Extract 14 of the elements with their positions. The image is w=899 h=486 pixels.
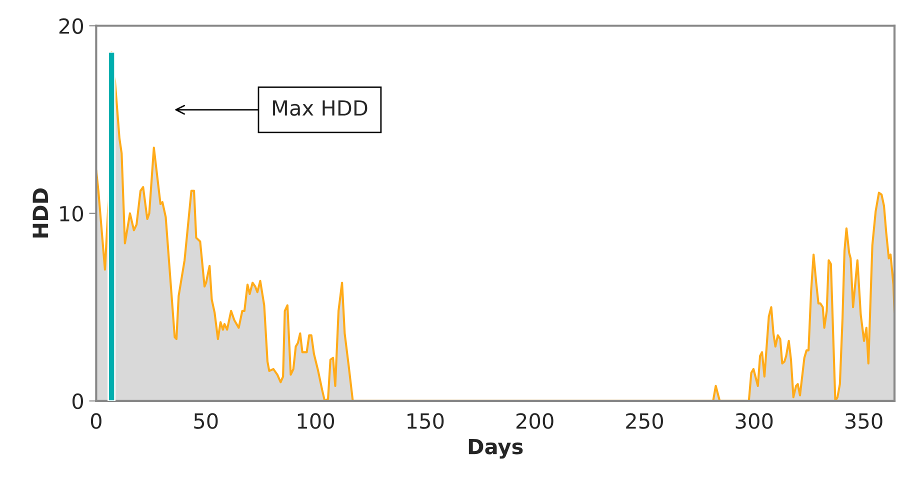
x-tick-label: 150: [408, 413, 444, 429]
y-axis-title: HDD: [32, 188, 48, 238]
x-tick-label: 0: [90, 413, 102, 429]
y-tick-label: 20: [59, 18, 84, 34]
y-tick-label: 10: [60, 206, 84, 222]
annotation: Max HDD: [273, 100, 368, 116]
x-tick-label: 50: [194, 413, 218, 429]
x-tick-label: 200: [516, 413, 554, 429]
x-axis-title: Days: [468, 438, 523, 459]
x-tick-label: 300: [736, 413, 773, 429]
y-tick-label: 0: [72, 393, 84, 410]
x-tick-label: 250: [626, 413, 663, 429]
x-tick-label: 100: [298, 413, 334, 429]
x-tick-label: 350: [846, 413, 882, 429]
